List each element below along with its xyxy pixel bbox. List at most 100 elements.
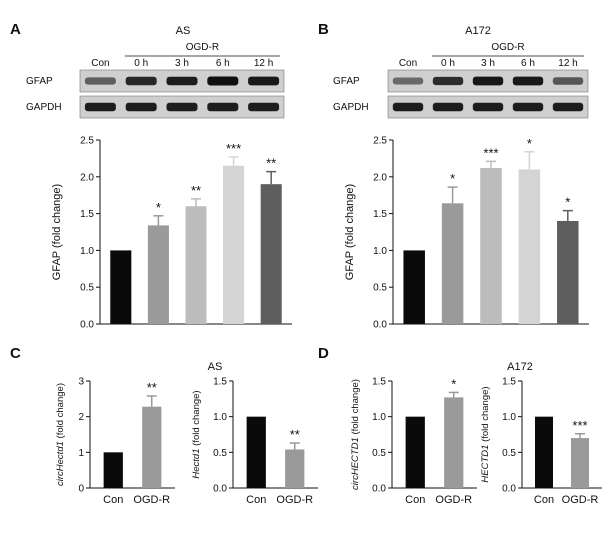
western-blot-b: Con OGD-R 0 h 3 h 6 h 12 h GFAP GAPDH [333,42,589,119]
y-axis-label: GFAP (fold change) [51,184,63,280]
significance-marker: * [565,195,570,210]
y-tick-label: 0.5 [372,448,386,459]
blot-lane-label: 6 h [216,58,230,69]
y-tick-label: 3 [78,377,84,388]
significance-marker: * [450,171,455,186]
blot-band [432,102,464,112]
bar [147,225,169,324]
blot-row-label: GFAP [26,76,53,87]
blot-band [392,102,424,112]
x-tick-label: OGD-R [276,494,313,506]
blot-row-label: GFAP [333,76,360,87]
bar-chart-d-5: 0.0 0.5 1.0 1.5 HECTD1 (fold change) Con *** OG… [480,377,602,506]
panel-letter-d: D [318,345,329,362]
x-tick-label: OGD-R [435,494,472,506]
bar [480,167,502,324]
significance-marker: *** [572,418,587,433]
x-tick-label: OGD-R [133,494,170,506]
blot-lane-label: 3 h [175,58,189,69]
y-tick-label: 1 [78,448,84,459]
y-tick-label: 1.5 [502,377,516,388]
bar [142,406,162,488]
blot-band [552,77,584,85]
panel-letter-b: B [318,21,329,38]
blot-band [552,102,584,112]
y-tick-label: 1.0 [213,412,227,423]
y-tick-label: 0.5 [502,448,516,459]
bar [557,220,579,324]
significance-marker: ** [147,380,157,395]
blot-lane-label: Con [399,58,417,69]
bar [185,206,207,324]
y-tick-label: 1.5 [80,209,94,220]
y-tick-label: 0 [78,484,84,495]
blot-band [512,76,544,86]
y-tick-label: 1.5 [373,209,387,220]
blot-lane-label: 6 h [521,58,535,69]
significance-marker: * [451,376,456,391]
bar [260,184,282,324]
blot-lane-label: 12 h [558,58,577,69]
blot-row-label: GAPDH [26,102,62,113]
blot-lane-label: 0 h [441,58,455,69]
western-blot-a: Con OGD-R 0 h 3 h 6 h 12 h GFAP GAPDH [26,42,285,119]
bar [223,165,245,324]
y-tick-label: 1.0 [80,246,94,257]
bar [535,416,553,488]
x-tick-label: Con [246,494,266,506]
blot-band [207,76,239,86]
blot-band [125,76,157,86]
y-tick-label: 1.0 [372,412,386,423]
y-axis-label: Hectd1 (fold change) [191,390,202,478]
x-tick-label: OGD-R [562,494,599,506]
y-axis-label: circHECTD1 (fold change) [350,379,361,490]
blot-row-label: GAPDH [333,102,369,113]
panel-letter-c: C [10,345,21,362]
x-tick-label: Con [405,494,425,506]
blot-band [248,102,280,112]
y-tick-label: 0.5 [80,283,94,294]
bar [103,452,123,488]
significance-marker: ** [290,427,300,442]
panel-title-b: A172 [465,25,491,37]
bar-chart-d-4: 0.0 0.5 1.0 1.5 circHECTD1 (fold change) Con *… [350,376,477,506]
blot-band [125,102,157,112]
blot-band [472,102,504,112]
y-tick-label: 0.0 [372,484,386,495]
bar-chart-c-2: 0 1 2 3 circHectd1 (fold change) Con ** OGD-R [55,377,175,506]
panel-title-a: AS [176,25,191,37]
blot-band [432,76,464,86]
panel-title-d: A172 [507,361,533,373]
significance-marker: *** [483,145,498,160]
significance-marker: *** [226,141,241,156]
y-tick-label: 1.0 [502,412,516,423]
y-tick-label: 2 [78,412,84,423]
blot-band [207,102,239,112]
significance-marker: * [527,136,532,151]
bar [246,416,266,488]
blot-lane-label: Con [91,58,109,69]
y-tick-label: 0.0 [373,320,387,331]
blot-group-label: OGD-R [491,42,524,53]
y-tick-label: 2.0 [80,172,94,183]
blot-band [512,102,544,112]
y-tick-label: 2.5 [80,136,94,147]
bar [110,250,132,324]
y-axis-label: HECTD1 (fold change) [480,386,491,482]
x-tick-label: Con [534,494,554,506]
y-axis-label: circHectd1 (fold change) [55,383,66,486]
panel-title-c: AS [208,361,223,373]
x-tick-label: Con [103,494,123,506]
y-tick-label: 0.0 [80,320,94,331]
blot-band [84,77,116,85]
bar [571,438,589,488]
blot-band [248,76,280,86]
bar-chart-c-3: 0.0 0.5 1.0 1.5 Hectd1 (fold change) Con ** OGD… [191,377,318,506]
bar [403,250,425,324]
significance-marker: * [156,200,161,215]
blot-band [84,102,116,112]
y-tick-label: 2.0 [373,172,387,183]
y-tick-label: 0.5 [373,283,387,294]
